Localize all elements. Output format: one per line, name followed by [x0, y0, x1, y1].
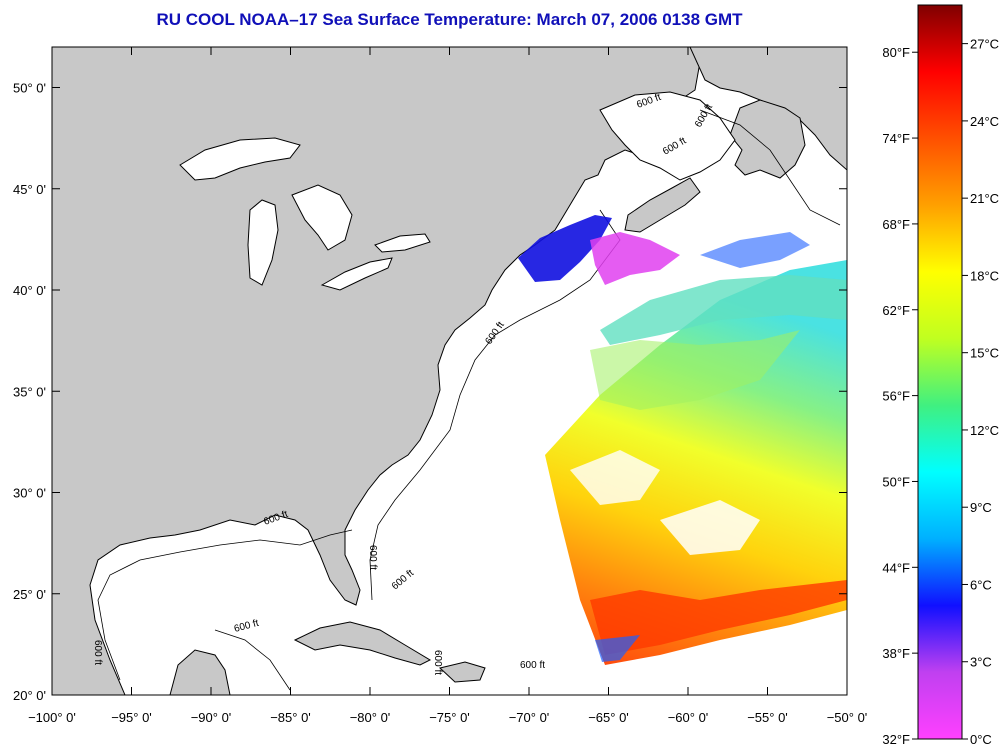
- isobath-east-coast: [369, 109, 841, 601]
- lake-huron: [291, 184, 353, 251]
- lon-tick-label: −85° 0': [270, 710, 311, 725]
- fahrenheit-tick-label: 44°F: [882, 560, 910, 575]
- lon-tick-label: −55° 0': [747, 710, 788, 725]
- celsius-tick-label: 6°C: [970, 577, 992, 592]
- celsius-tick-label: 27°C: [970, 37, 999, 52]
- isobath-label: 600 ft: [520, 660, 545, 671]
- isobath-gulf: [97, 529, 353, 691]
- isobath-label: 600 ft: [432, 650, 443, 675]
- land-hispaniola: [438, 661, 486, 683]
- fahrenheit-tick-label: 62°F: [882, 303, 910, 318]
- fahrenheit-tick-label: 68°F: [882, 217, 910, 232]
- lat-tick-label: 25° 0': [13, 587, 46, 602]
- lon-tick-label: −50° 0': [827, 710, 868, 725]
- lon-tick-label: −65° 0': [588, 710, 629, 725]
- lat-tick-label: 50° 0': [13, 81, 46, 96]
- lat-tick-label: 30° 0': [13, 486, 46, 501]
- land-nova-scotia: [624, 177, 701, 233]
- celsius-tick-label: 18°C: [970, 268, 999, 283]
- isobath-label: 600 ft: [92, 640, 103, 665]
- colorbar[interactable]: 0°C 3°C 6°C 9°C 12°C 15°C 18°C 21°C 24°C 27°C 32°…: [882, 4, 999, 747]
- lon-tick-label: −60° 0': [668, 710, 709, 725]
- lon-tick-label: −90° 0': [191, 710, 232, 725]
- latitude-axis: 20° 0' 25° 0' 30° 0' 35° 0' 40° 0' 45° 0' 50° …: [13, 81, 847, 703]
- celsius-tick-label: 3°C: [970, 655, 992, 670]
- sst-swath: [518, 215, 847, 665]
- land-yucatan: [169, 649, 231, 695]
- colorbar-celsius-scale: 0°C 3°C 6°C 9°C 12°C 15°C 18°C 21°C 24°C 27°C: [962, 37, 999, 747]
- fahrenheit-tick-label: 32°F: [882, 732, 910, 747]
- lat-tick-label: 40° 0': [13, 283, 46, 298]
- colorbar-bar: [917, 4, 963, 740]
- celsius-tick-label: 15°C: [970, 346, 999, 361]
- land-north-america: [52, 47, 701, 695]
- isobath-label: 600 ft: [367, 545, 378, 570]
- fahrenheit-tick-label: 50°F: [882, 474, 910, 489]
- celsius-tick-label: 12°C: [970, 423, 999, 438]
- celsius-tick-label: 9°C: [970, 500, 992, 515]
- lon-tick-label: −70° 0': [509, 710, 550, 725]
- lake-ontario: [374, 233, 431, 253]
- lake-superior: [179, 137, 301, 181]
- celsius-tick-label: 0°C: [970, 732, 992, 747]
- colorbar-fahrenheit-scale: 32°F 38°F 44°F 50°F 56°F 62°F 68°F 74°F 80°F: [882, 45, 918, 747]
- longitude-axis: −100° 0' −95° 0' −90° 0' −85° 0' −80° 0' −75°…: [28, 47, 867, 725]
- fahrenheit-tick-label: 80°F: [882, 45, 910, 60]
- lon-tick-label: −80° 0': [350, 710, 391, 725]
- lon-tick-label: −75° 0': [429, 710, 470, 725]
- land-newfoundland: [729, 99, 806, 179]
- lake-michigan: [247, 199, 279, 286]
- map-area[interactable]: [51, 46, 848, 696]
- fahrenheit-tick-label: 74°F: [882, 131, 910, 146]
- lake-erie: [320, 257, 393, 291]
- map-title: RU COOL NOAA–17 Sea Surface Temperature:…: [156, 10, 743, 29]
- fahrenheit-tick-label: 56°F: [882, 389, 910, 404]
- fahrenheit-tick-label: 38°F: [882, 646, 910, 661]
- lat-tick-label: 35° 0': [13, 384, 46, 399]
- lon-tick-label: −100° 0': [28, 710, 76, 725]
- lat-tick-label: 45° 0': [13, 182, 46, 197]
- celsius-tick-label: 24°C: [970, 114, 999, 129]
- gulf-of-st-lawrence: [599, 91, 736, 181]
- lat-tick-label: 20° 0': [13, 688, 46, 703]
- celsius-tick-label: 21°C: [970, 191, 999, 206]
- land-cuba: [293, 621, 432, 666]
- lon-tick-label: −95° 0': [111, 710, 152, 725]
